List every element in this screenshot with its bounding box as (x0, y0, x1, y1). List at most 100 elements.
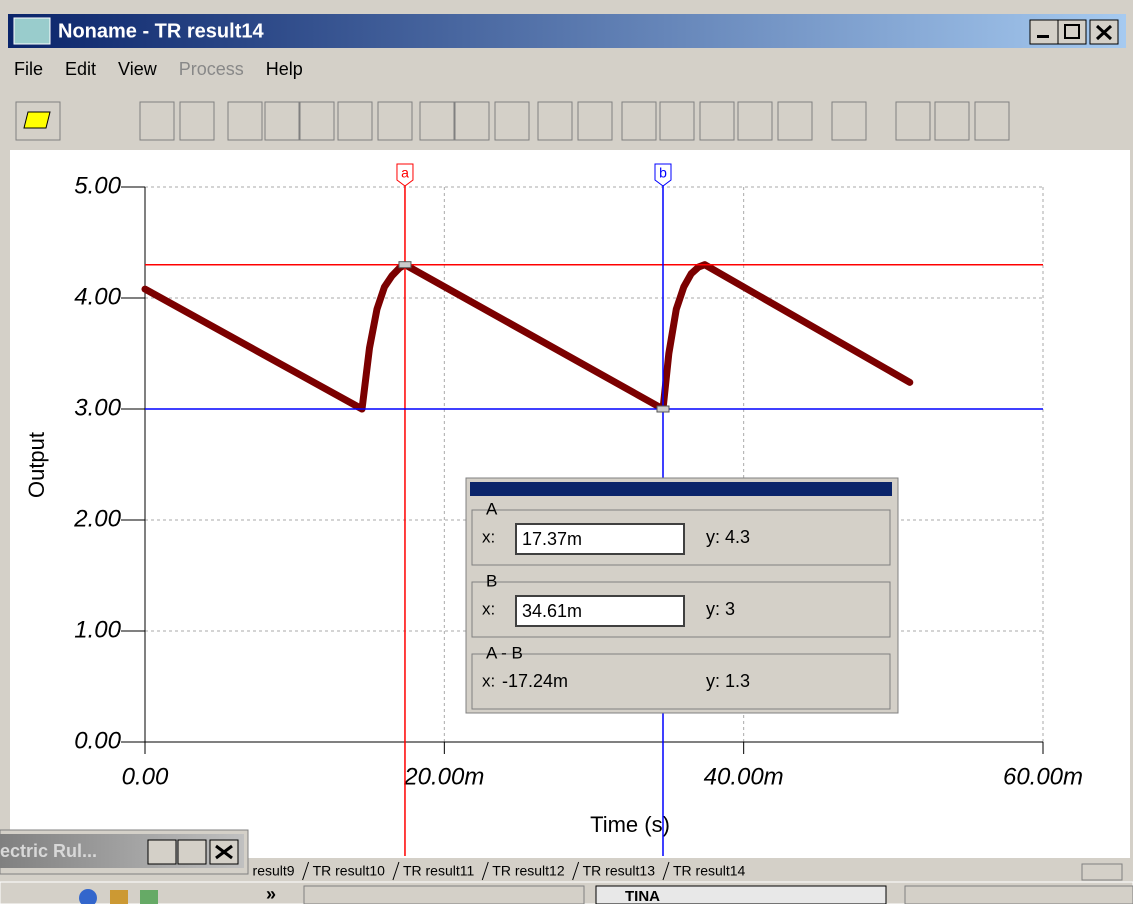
close-glyph (215, 844, 233, 860)
tool-button[interactable] (974, 101, 1010, 141)
x-tick-label: 60.00m (1003, 763, 1083, 790)
tab-strip-bg (248, 860, 1133, 882)
x-value: -17.24m (502, 671, 568, 691)
group-box (471, 509, 891, 566)
tool-button[interactable] (264, 101, 300, 141)
tab-label[interactable]: TR result12 (492, 863, 565, 879)
maximize-button[interactable] (1057, 19, 1087, 45)
tab-edge (302, 861, 310, 881)
tabs: TR result9 TR result10 TR result11 TR resul… (230, 861, 746, 881)
chart: 0.00 1.00 2.00 3.00 4.00 5.00 0.00 20.00m 40.00m… (24, 163, 1083, 856)
taskbar-chevron[interactable]: » (266, 884, 276, 904)
cursor-point (398, 261, 412, 269)
tab-label[interactable]: TR result14 (673, 863, 746, 879)
menu-item[interactable]: View (118, 59, 158, 79)
panel-title-bar (470, 482, 892, 496)
tab-strip: TR result9 TR result10 TR result11 TR resul… (230, 860, 1133, 882)
tool-button[interactable] (577, 101, 613, 141)
task-button[interactable] (303, 885, 585, 904)
menu-item[interactable]: Help (266, 59, 303, 79)
tool-button[interactable] (337, 101, 373, 141)
tab-label[interactable]: TR result9 (230, 863, 295, 879)
tab-label[interactable]: TR result13 (583, 863, 656, 879)
tool-button[interactable] (377, 101, 413, 141)
tool-button[interactable] (659, 101, 695, 141)
close-button[interactable] (1089, 19, 1119, 45)
window-controls (1029, 19, 1119, 45)
tool-button[interactable] (895, 101, 931, 141)
maximize-glyph (1064, 24, 1080, 39)
tool-button[interactable] (934, 101, 970, 141)
x-label: x: (482, 599, 495, 618)
quick-launch-icon (110, 890, 128, 904)
tab-label[interactable]: TR result11 (403, 863, 475, 879)
folder-icon (23, 111, 51, 129)
quick-launch-icon (140, 890, 158, 904)
menu-item[interactable]: File (14, 59, 43, 79)
menu-item[interactable]: Edit (65, 59, 96, 79)
tool-button[interactable] (537, 101, 573, 141)
floating-title: ectric Rul... (0, 841, 97, 861)
cursor-flag[interactable] (396, 163, 414, 187)
window-title: Noname - TR result14 (58, 20, 264, 42)
tool-button[interactable] (227, 101, 263, 141)
x-value: 34.61m (522, 601, 582, 621)
series-line (141, 261, 914, 413)
tray (904, 885, 1133, 904)
x-tick-label: 40.00m (704, 763, 784, 790)
x-label: x: (482, 671, 495, 690)
y-tick-label: 1.00 (74, 616, 121, 643)
y-tick-label: 3.00 (74, 394, 121, 421)
tool-button[interactable] (737, 101, 773, 141)
y-axis-label: Output (24, 432, 49, 498)
tool-button[interactable] (419, 101, 455, 141)
group-name: B (486, 571, 497, 590)
tool-button[interactable] (699, 101, 735, 141)
tab-edge (481, 861, 489, 881)
tool-button[interactable] (454, 101, 490, 141)
floating-window: ectric Rul... (0, 829, 249, 875)
tab-edge (662, 861, 670, 881)
x-tick-label: 0.00 (122, 763, 169, 790)
y-value: y: 3 (706, 599, 735, 619)
group-box (471, 653, 891, 710)
tab-label[interactable]: TR result10 (313, 863, 386, 879)
max-button[interactable] (177, 839, 207, 865)
tool-button[interactable] (621, 101, 657, 141)
y-value: y: 4.3 (706, 527, 750, 547)
cursor-flag[interactable] (654, 163, 672, 187)
tool-button[interactable] (139, 101, 175, 141)
tool-button[interactable] (299, 101, 335, 141)
minimize-glyph (1037, 35, 1049, 38)
tool-button[interactable] (777, 101, 813, 141)
y-tick-label: 2.00 (73, 505, 121, 532)
y-tick-label: 0.00 (74, 727, 121, 754)
y-tick-label: 4.00 (74, 283, 121, 310)
x-tick-label: 20.00m (403, 763, 484, 790)
x-input[interactable] (515, 523, 685, 555)
menu-item[interactable]: Process (179, 59, 244, 79)
tool-button[interactable] (494, 101, 530, 141)
minimize-button[interactable] (1029, 19, 1059, 45)
task-button[interactable] (595, 885, 887, 904)
app-icon (13, 17, 51, 45)
tool-buttons (139, 101, 1010, 141)
y-value: y: 1.3 (706, 671, 750, 691)
tab-edge (392, 861, 400, 881)
cursor-panel: Ax: 17.37m y: 4.3 Bx: 34.61m y: 3 A - B x: -17.2… (465, 477, 899, 714)
tool-button[interactable] (179, 101, 215, 141)
x-axis-label: Time (s) (590, 812, 670, 837)
y-tick-label: 5.00 (74, 172, 121, 199)
cursor-point (656, 405, 670, 413)
group-name: A (486, 499, 498, 518)
cursor-name: b (659, 165, 667, 181)
close-glyph (1095, 24, 1113, 41)
tool-button[interactable] (831, 101, 867, 141)
group-box (471, 581, 891, 638)
tab-scroll[interactable] (1081, 863, 1123, 881)
x-input[interactable] (515, 595, 685, 627)
toolbar (10, 94, 1110, 146)
title-bar (8, 14, 1126, 48)
restore-button[interactable] (147, 839, 177, 865)
